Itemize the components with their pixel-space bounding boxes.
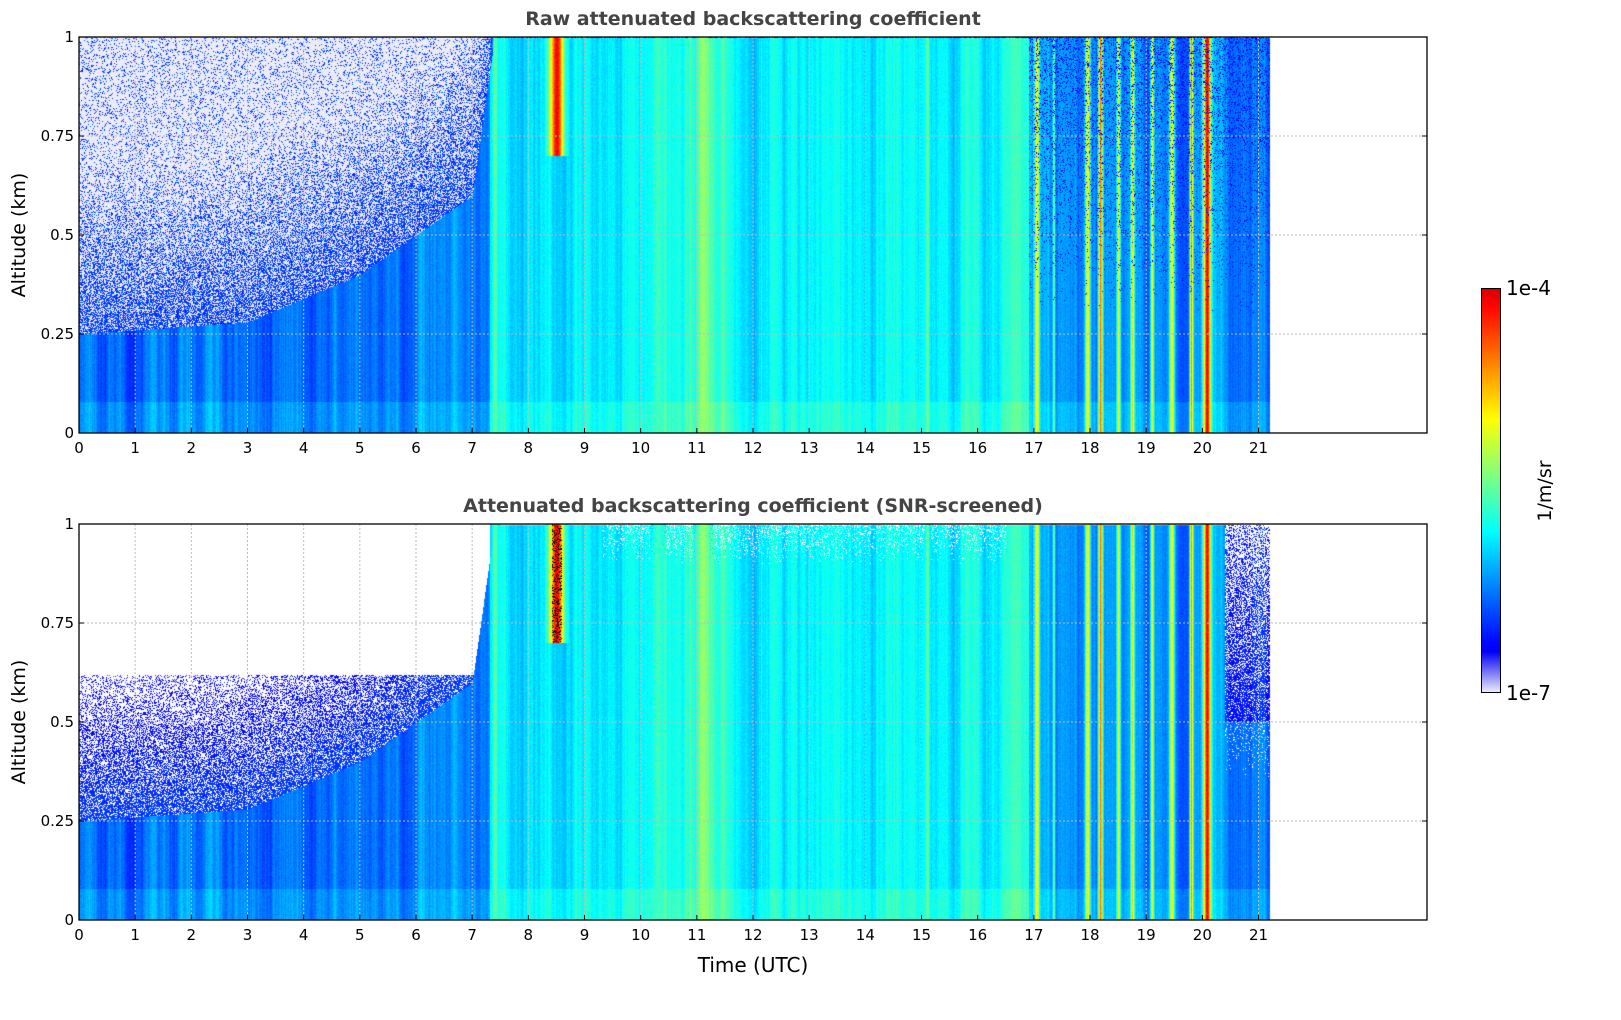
heatmap-raw: 0 1 2 3 4 5 6 7 8 9 10 11 12 13 14 15 16 17 18 19 20 21 0 0.25 0… bbox=[41, 28, 1428, 457]
x-tick-label: 18 bbox=[1080, 439, 1099, 457]
y-tick-label: 0.75 bbox=[41, 127, 74, 145]
plot-frame bbox=[78, 36, 1428, 434]
x-axis-label: Time (UTC) bbox=[697, 953, 809, 977]
x-tick-label: 1 bbox=[130, 439, 140, 457]
colorbar-max-label: 1e-4 bbox=[1506, 276, 1551, 300]
x-tick-label: 21 bbox=[1249, 439, 1268, 457]
heatmap-screened: 0 1 2 3 4 5 6 7 8 9 10 11 12 13 14 15 16 17 18 19 20 21 0 0.25 0… bbox=[41, 515, 1428, 944]
y-tick-label: 0.75 bbox=[41, 614, 74, 632]
x-tick-label: 5 bbox=[355, 439, 365, 457]
x-tick-label: 21 bbox=[1249, 926, 1268, 944]
x-tick-label: 2 bbox=[187, 926, 197, 944]
y-tick-label: 0.25 bbox=[41, 812, 74, 830]
x-tick-label: 7 bbox=[467, 439, 477, 457]
x-tick-label: 20 bbox=[1193, 439, 1212, 457]
x-tick-label: 4 bbox=[299, 926, 309, 944]
x-tick-label: 9 bbox=[580, 926, 590, 944]
x-tick-label: 11 bbox=[687, 926, 706, 944]
x-tick-label: 18 bbox=[1080, 926, 1099, 944]
x-tick-label: 19 bbox=[1137, 926, 1156, 944]
x-tick-label: 17 bbox=[1024, 926, 1043, 944]
x-tick-label: 15 bbox=[912, 926, 931, 944]
x-tick-label: 19 bbox=[1137, 439, 1156, 457]
y-tick-label: 0.5 bbox=[50, 713, 74, 731]
x-tick-label: 20 bbox=[1193, 926, 1212, 944]
x-tick-label: 13 bbox=[800, 926, 819, 944]
y-tick-label: 0 bbox=[64, 424, 74, 442]
plot-title-raw: Raw attenuated backscattering coefficien… bbox=[525, 8, 981, 30]
x-tick-label: 12 bbox=[743, 439, 762, 457]
x-tick-label: 4 bbox=[299, 439, 309, 457]
x-tick-label: 0 bbox=[74, 439, 84, 457]
x-tick-label: 8 bbox=[524, 439, 534, 457]
x-tick-label: 3 bbox=[243, 926, 253, 944]
x-tick-label: 10 bbox=[631, 439, 650, 457]
x-tick-label: 15 bbox=[912, 439, 931, 457]
x-tick-label: 14 bbox=[856, 439, 875, 457]
y-axis-label-raw: Altitude (km) bbox=[8, 172, 30, 298]
plot-frame bbox=[78, 523, 1428, 921]
axes-screened: 0 1 2 3 4 5 6 7 8 9 10 11 12 13 14 15 16 17 18 19 20 2100.250… bbox=[41, 515, 1428, 944]
x-tick-label: 16 bbox=[968, 926, 987, 944]
x-tick-label: 9 bbox=[580, 439, 590, 457]
x-tick-label: 5 bbox=[355, 926, 365, 944]
x-tick-label: 2 bbox=[187, 439, 197, 457]
y-tick-label: 0.5 bbox=[50, 226, 74, 244]
colorbar-min-label: 1e-7 bbox=[1506, 681, 1551, 705]
axes-raw: 0 1 2 3 4 5 6 7 8 9 10 11 12 13 14 15 16 17 18 19 20 2100.250… bbox=[41, 28, 1428, 457]
x-tick-label: 6 bbox=[411, 926, 421, 944]
y-tick-label: 1 bbox=[64, 28, 74, 46]
x-tick-label: 7 bbox=[467, 926, 477, 944]
plot-title-screened: Attenuated backscattering coefficient (S… bbox=[463, 495, 1043, 517]
y-tick-label: 0 bbox=[64, 911, 74, 929]
y-tick-label: 0.25 bbox=[41, 325, 74, 343]
x-tick-label: 12 bbox=[743, 926, 762, 944]
x-tick-label: 13 bbox=[800, 439, 819, 457]
x-tick-label: 16 bbox=[968, 439, 987, 457]
x-tick-label: 10 bbox=[631, 926, 650, 944]
colorbar bbox=[1481, 288, 1501, 693]
colorbar-unit-label: 1/m/sr bbox=[1534, 460, 1556, 522]
y-tick-label: 1 bbox=[64, 515, 74, 533]
x-tick-label: 11 bbox=[687, 439, 706, 457]
x-tick-label: 6 bbox=[411, 439, 421, 457]
x-tick-label: 1 bbox=[130, 926, 140, 944]
x-tick-label: 8 bbox=[524, 926, 534, 944]
x-tick-label: 17 bbox=[1024, 439, 1043, 457]
x-tick-label: 3 bbox=[243, 439, 253, 457]
x-tick-label: 14 bbox=[856, 926, 875, 944]
x-tick-label: 0 bbox=[74, 926, 84, 944]
y-axis-label-screened: Altitude (km) bbox=[8, 659, 30, 785]
